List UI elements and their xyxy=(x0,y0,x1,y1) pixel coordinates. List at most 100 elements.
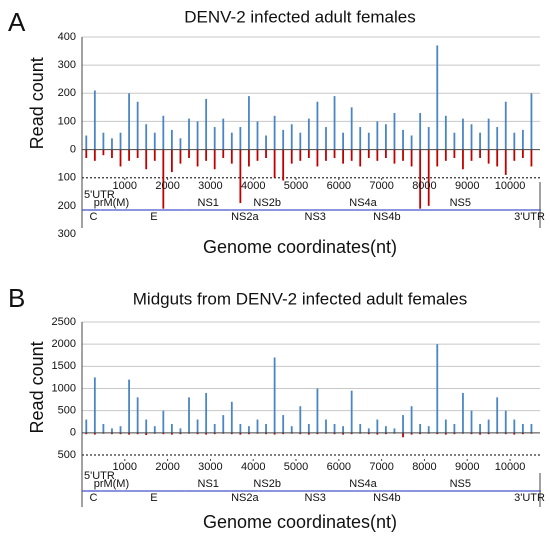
bar xyxy=(470,149,473,161)
y-tick-label: 200 xyxy=(58,87,76,99)
bar xyxy=(521,432,524,435)
bar xyxy=(136,432,139,435)
gene-label: NS4b xyxy=(373,492,401,504)
bar xyxy=(453,149,456,159)
bar xyxy=(290,149,293,164)
bar xyxy=(136,149,139,159)
bar xyxy=(248,96,250,150)
gene-label: NS3 xyxy=(305,492,326,504)
bar xyxy=(102,132,105,150)
bar xyxy=(521,149,524,159)
gene-label: prM(M) xyxy=(94,478,129,490)
y-tick-label: 100 xyxy=(58,115,76,127)
bar xyxy=(128,149,130,161)
bar xyxy=(239,127,242,150)
x-tick-label: 5000 xyxy=(284,461,308,473)
gene-label: 5'UTR xyxy=(84,189,115,201)
bar xyxy=(128,379,130,433)
bar xyxy=(273,149,276,178)
bar xyxy=(230,149,233,164)
x-tick-label: 7000 xyxy=(369,180,393,192)
bar xyxy=(307,149,310,159)
bar xyxy=(453,132,456,150)
bar xyxy=(402,415,404,433)
bar xyxy=(316,388,319,433)
bar xyxy=(342,432,345,435)
x-tick-label: 5000 xyxy=(284,180,308,192)
y-tick-label: 500 xyxy=(58,405,76,417)
gene-label: NS5 xyxy=(450,197,471,209)
bar xyxy=(325,149,327,161)
bar xyxy=(453,432,456,435)
bar xyxy=(307,423,310,433)
bar xyxy=(170,129,173,150)
y-tick-label: 300 xyxy=(58,59,76,71)
bar xyxy=(504,432,507,435)
bar xyxy=(402,149,404,161)
bar xyxy=(350,107,353,150)
bar xyxy=(213,432,216,435)
bar xyxy=(162,149,165,209)
bar xyxy=(419,112,422,150)
bar xyxy=(248,149,250,167)
bar xyxy=(102,423,105,433)
gene-label: E xyxy=(150,492,157,504)
y-tick-label: 2000 xyxy=(52,338,76,350)
bar xyxy=(162,410,165,433)
bar xyxy=(179,432,182,435)
gene-label: NS2a xyxy=(231,492,259,504)
bar xyxy=(153,149,156,161)
x-tick-label: 1000 xyxy=(113,180,137,192)
bar xyxy=(393,149,396,164)
x-tick-label: 10000 xyxy=(495,461,526,473)
bar xyxy=(444,149,447,161)
bar xyxy=(213,423,216,433)
bar xyxy=(316,149,319,167)
y-tick-label: 500 xyxy=(58,449,76,461)
bar xyxy=(256,149,259,161)
bar xyxy=(325,419,327,433)
bar xyxy=(325,127,327,150)
bar xyxy=(530,149,533,167)
gene-label: NS4b xyxy=(373,211,401,223)
bar xyxy=(530,423,533,433)
x-tick-label: 8000 xyxy=(412,461,436,473)
bar xyxy=(188,397,190,433)
y-tick-label: 100 xyxy=(58,172,76,184)
bar xyxy=(376,149,379,161)
bar xyxy=(479,432,481,435)
gene-label: 3'UTR xyxy=(514,492,545,504)
bar xyxy=(513,132,516,150)
bar xyxy=(444,419,447,433)
bar xyxy=(427,149,430,206)
bar xyxy=(230,432,233,435)
bar xyxy=(213,149,216,170)
y-axis-label: Read count xyxy=(27,57,47,149)
bar xyxy=(316,432,319,435)
bar xyxy=(299,132,302,150)
bar xyxy=(462,118,464,150)
x-tick-label: 6000 xyxy=(327,180,351,192)
bar xyxy=(299,149,302,161)
bar xyxy=(111,149,113,159)
y-tick-label: 400 xyxy=(58,31,76,43)
bar xyxy=(436,344,439,433)
bar xyxy=(410,149,413,167)
bar xyxy=(359,127,362,150)
bar xyxy=(205,149,208,161)
bar xyxy=(273,432,276,435)
bar xyxy=(170,423,173,433)
chart-title: Midguts from DENV-2 infected adult femal… xyxy=(133,289,467,308)
bar xyxy=(342,149,345,164)
y-tick-label: 0 xyxy=(70,143,76,155)
x-tick-label: 3000 xyxy=(198,461,222,473)
gene-label: 3'UTR xyxy=(514,211,545,223)
bar xyxy=(410,135,413,150)
bar xyxy=(205,392,208,433)
bar xyxy=(513,149,516,161)
gene-label: NS1 xyxy=(198,197,219,209)
bar xyxy=(521,129,524,150)
bar xyxy=(273,357,276,433)
bar xyxy=(359,423,362,433)
panel-letter: B xyxy=(8,283,25,313)
